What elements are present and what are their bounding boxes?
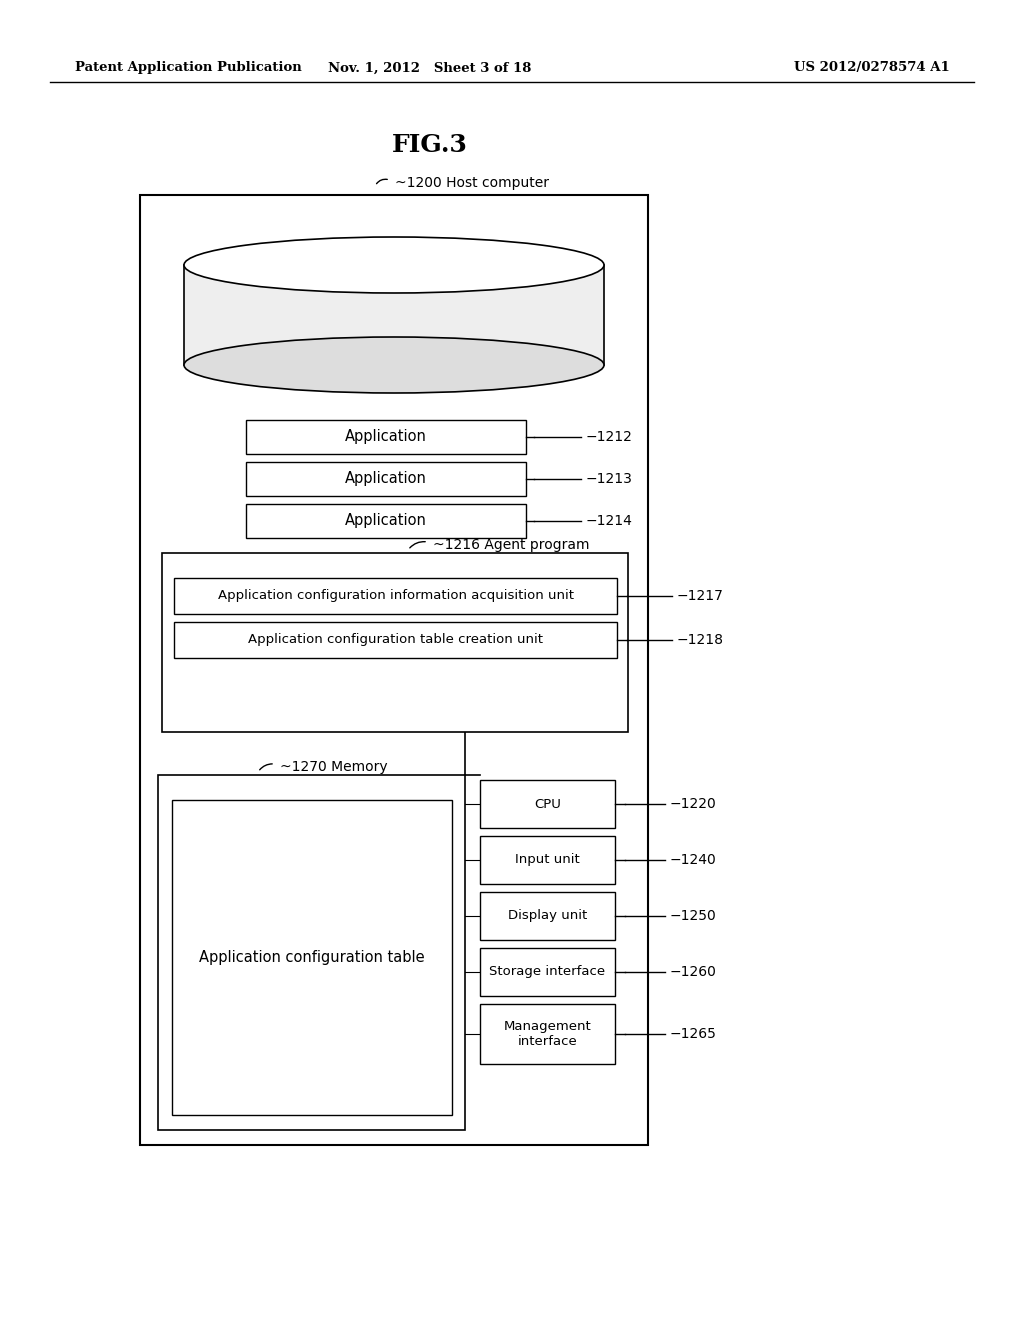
- Bar: [480, 948, 615, 997]
- Bar: [246, 420, 526, 454]
- Text: Application: Application: [345, 513, 427, 528]
- Text: Storage interface: Storage interface: [489, 965, 605, 978]
- Ellipse shape: [184, 238, 604, 293]
- Bar: [172, 800, 452, 1115]
- Text: Application: Application: [345, 471, 427, 487]
- Bar: [174, 578, 617, 614]
- Text: −1212: −1212: [586, 430, 633, 444]
- Text: −1265: −1265: [670, 1027, 717, 1041]
- Text: ~1210 Local disk: ~1210 Local disk: [380, 249, 500, 263]
- Text: US 2012/0278574 A1: US 2012/0278574 A1: [795, 62, 950, 74]
- Text: ~1270 Memory: ~1270 Memory: [280, 760, 388, 774]
- Text: Input unit: Input unit: [515, 854, 580, 866]
- Bar: [158, 775, 465, 1130]
- Text: CPU: CPU: [535, 797, 561, 810]
- Text: −1250: −1250: [670, 909, 717, 923]
- Bar: [140, 195, 648, 1144]
- Text: ~1200 Host computer: ~1200 Host computer: [395, 176, 549, 190]
- Bar: [480, 836, 615, 884]
- Text: Management
interface: Management interface: [504, 1020, 592, 1048]
- Text: −1217: −1217: [677, 589, 724, 603]
- Text: FIG.3: FIG.3: [392, 133, 468, 157]
- Text: −1214: −1214: [586, 513, 633, 528]
- Text: Nov. 1, 2012   Sheet 3 of 18: Nov. 1, 2012 Sheet 3 of 18: [329, 62, 531, 74]
- Bar: [480, 892, 615, 940]
- Text: −1260: −1260: [670, 965, 717, 979]
- Text: Application: Application: [345, 429, 427, 445]
- Text: −1220: −1220: [670, 797, 717, 810]
- Text: ~1280: ~1280: [248, 785, 295, 799]
- Text: Patent Application Publication: Patent Application Publication: [75, 62, 302, 74]
- Bar: [246, 504, 526, 539]
- Ellipse shape: [184, 337, 604, 393]
- Text: Application configuration table: Application configuration table: [200, 950, 425, 965]
- Text: −1218: −1218: [677, 634, 724, 647]
- Text: Application configuration information acquisition unit: Application configuration information ac…: [217, 590, 573, 602]
- Text: Application configuration table creation unit: Application configuration table creation…: [248, 634, 543, 647]
- Text: −1240: −1240: [670, 853, 717, 867]
- Text: Display unit: Display unit: [508, 909, 587, 923]
- Bar: [174, 622, 617, 657]
- Bar: [480, 1005, 615, 1064]
- Text: −1213: −1213: [586, 473, 633, 486]
- Bar: [246, 462, 526, 496]
- Bar: [480, 780, 615, 828]
- Bar: [162, 553, 628, 733]
- Bar: [184, 265, 604, 366]
- Text: ~1216 Agent program: ~1216 Agent program: [433, 539, 590, 552]
